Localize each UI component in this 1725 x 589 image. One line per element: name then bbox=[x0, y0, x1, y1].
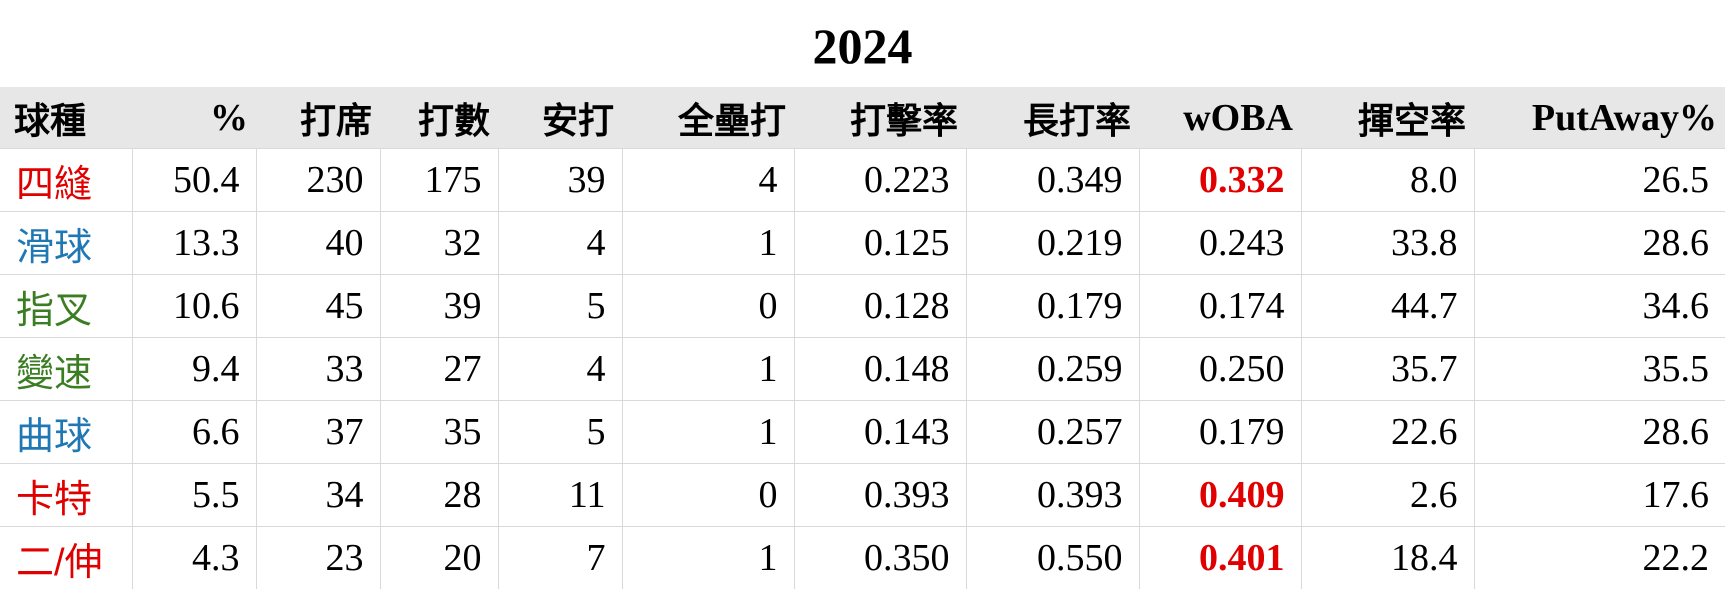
stat-cell: 0.125 bbox=[794, 212, 966, 275]
stat-cell: 4 bbox=[622, 149, 794, 212]
stat-cell: 0.350 bbox=[794, 527, 966, 589]
stat-cell: 0.550 bbox=[966, 527, 1139, 589]
table-title: 2024 bbox=[0, 0, 1725, 87]
stat-cell: 39 bbox=[380, 275, 498, 338]
stat-cell: 0 bbox=[622, 275, 794, 338]
stat-cell: 34.6 bbox=[1474, 275, 1725, 338]
stat-cell: 35.5 bbox=[1474, 338, 1725, 401]
stat-cell: 34 bbox=[256, 464, 380, 527]
stat-cell: 4 bbox=[498, 338, 622, 401]
stat-cell: 40 bbox=[256, 212, 380, 275]
stat-cell: 1 bbox=[622, 338, 794, 401]
stat-cell: 1 bbox=[622, 212, 794, 275]
stat-cell: 28 bbox=[380, 464, 498, 527]
column-header: 安打 bbox=[498, 87, 622, 149]
stat-cell: 8.0 bbox=[1301, 149, 1474, 212]
stat-cell: 4.3 bbox=[132, 527, 256, 589]
column-header: 全壘打 bbox=[622, 87, 794, 149]
stat-cell: 0.393 bbox=[794, 464, 966, 527]
stat-cell: 5.5 bbox=[132, 464, 256, 527]
stat-cell: 1 bbox=[622, 527, 794, 589]
stat-cell: 13.3 bbox=[132, 212, 256, 275]
stat-cell: 0 bbox=[622, 464, 794, 527]
stat-cell: 7 bbox=[498, 527, 622, 589]
stat-cell: 9.4 bbox=[132, 338, 256, 401]
stat-cell: 0.257 bbox=[966, 401, 1139, 464]
stat-cell: 26.5 bbox=[1474, 149, 1725, 212]
stat-cell: 45 bbox=[256, 275, 380, 338]
stat-cell: 22.2 bbox=[1474, 527, 1725, 589]
stat-cell: 11 bbox=[498, 464, 622, 527]
column-header: PutAway% bbox=[1474, 87, 1725, 149]
stat-cell: 35.7 bbox=[1301, 338, 1474, 401]
stat-cell: 10.6 bbox=[132, 275, 256, 338]
stat-cell: 0.243 bbox=[1139, 212, 1301, 275]
pitch-type-cell: 卡特 bbox=[0, 464, 132, 527]
stat-cell: 28.6 bbox=[1474, 212, 1725, 275]
stat-cell: 0.332 bbox=[1139, 149, 1301, 212]
stat-cell: 28.6 bbox=[1474, 401, 1725, 464]
stat-cell: 18.4 bbox=[1301, 527, 1474, 589]
stat-cell: 44.7 bbox=[1301, 275, 1474, 338]
stat-cell: 0.143 bbox=[794, 401, 966, 464]
stat-cell: 0.223 bbox=[794, 149, 966, 212]
pitch-type-cell: 指叉 bbox=[0, 275, 132, 338]
stat-cell: 22.6 bbox=[1301, 401, 1474, 464]
stat-cell: 0.250 bbox=[1139, 338, 1301, 401]
stat-cell: 33.8 bbox=[1301, 212, 1474, 275]
stat-cell: 5 bbox=[498, 401, 622, 464]
stat-cell: 5 bbox=[498, 275, 622, 338]
stat-cell: 0.128 bbox=[794, 275, 966, 338]
column-header: wOBA bbox=[1139, 87, 1301, 149]
stat-cell: 33 bbox=[256, 338, 380, 401]
column-header: 打數 bbox=[380, 87, 498, 149]
stat-cell: 0.148 bbox=[794, 338, 966, 401]
pitch-type-cell: 四縫 bbox=[0, 149, 132, 212]
stat-cell: 6.6 bbox=[132, 401, 256, 464]
stat-cell: 0.409 bbox=[1139, 464, 1301, 527]
column-header: 揮空率 bbox=[1301, 87, 1474, 149]
stat-cell: 27 bbox=[380, 338, 498, 401]
stat-cell: 0.219 bbox=[966, 212, 1139, 275]
column-header: 球種 bbox=[0, 87, 132, 149]
stat-cell: 4 bbox=[498, 212, 622, 275]
stat-cell: 39 bbox=[498, 149, 622, 212]
stat-cell: 35 bbox=[380, 401, 498, 464]
pitch-type-cell: 變速 bbox=[0, 338, 132, 401]
stat-cell: 1 bbox=[622, 401, 794, 464]
pitch-type-cell: 曲球 bbox=[0, 401, 132, 464]
pitch-type-cell: 滑球 bbox=[0, 212, 132, 275]
stat-cell: 0.259 bbox=[966, 338, 1139, 401]
column-header: 長打率 bbox=[966, 87, 1139, 149]
stat-cell: 50.4 bbox=[132, 149, 256, 212]
stat-cell: 20 bbox=[380, 527, 498, 589]
stat-cell: 0.349 bbox=[966, 149, 1139, 212]
stat-cell: 2.6 bbox=[1301, 464, 1474, 527]
column-header: 打擊率 bbox=[794, 87, 966, 149]
stat-cell: 0.179 bbox=[1139, 401, 1301, 464]
stat-cell: 0.401 bbox=[1139, 527, 1301, 589]
stat-cell: 17.6 bbox=[1474, 464, 1725, 527]
stat-cell: 23 bbox=[256, 527, 380, 589]
column-header: 打席 bbox=[256, 87, 380, 149]
stat-cell: 0.179 bbox=[966, 275, 1139, 338]
pitch-type-cell: 二/伸 bbox=[0, 527, 132, 589]
column-header: % bbox=[132, 87, 256, 149]
stat-cell: 0.174 bbox=[1139, 275, 1301, 338]
stat-cell: 230 bbox=[256, 149, 380, 212]
stat-cell: 0.393 bbox=[966, 464, 1139, 527]
stat-cell: 37 bbox=[256, 401, 380, 464]
stat-cell: 175 bbox=[380, 149, 498, 212]
stat-cell: 32 bbox=[380, 212, 498, 275]
